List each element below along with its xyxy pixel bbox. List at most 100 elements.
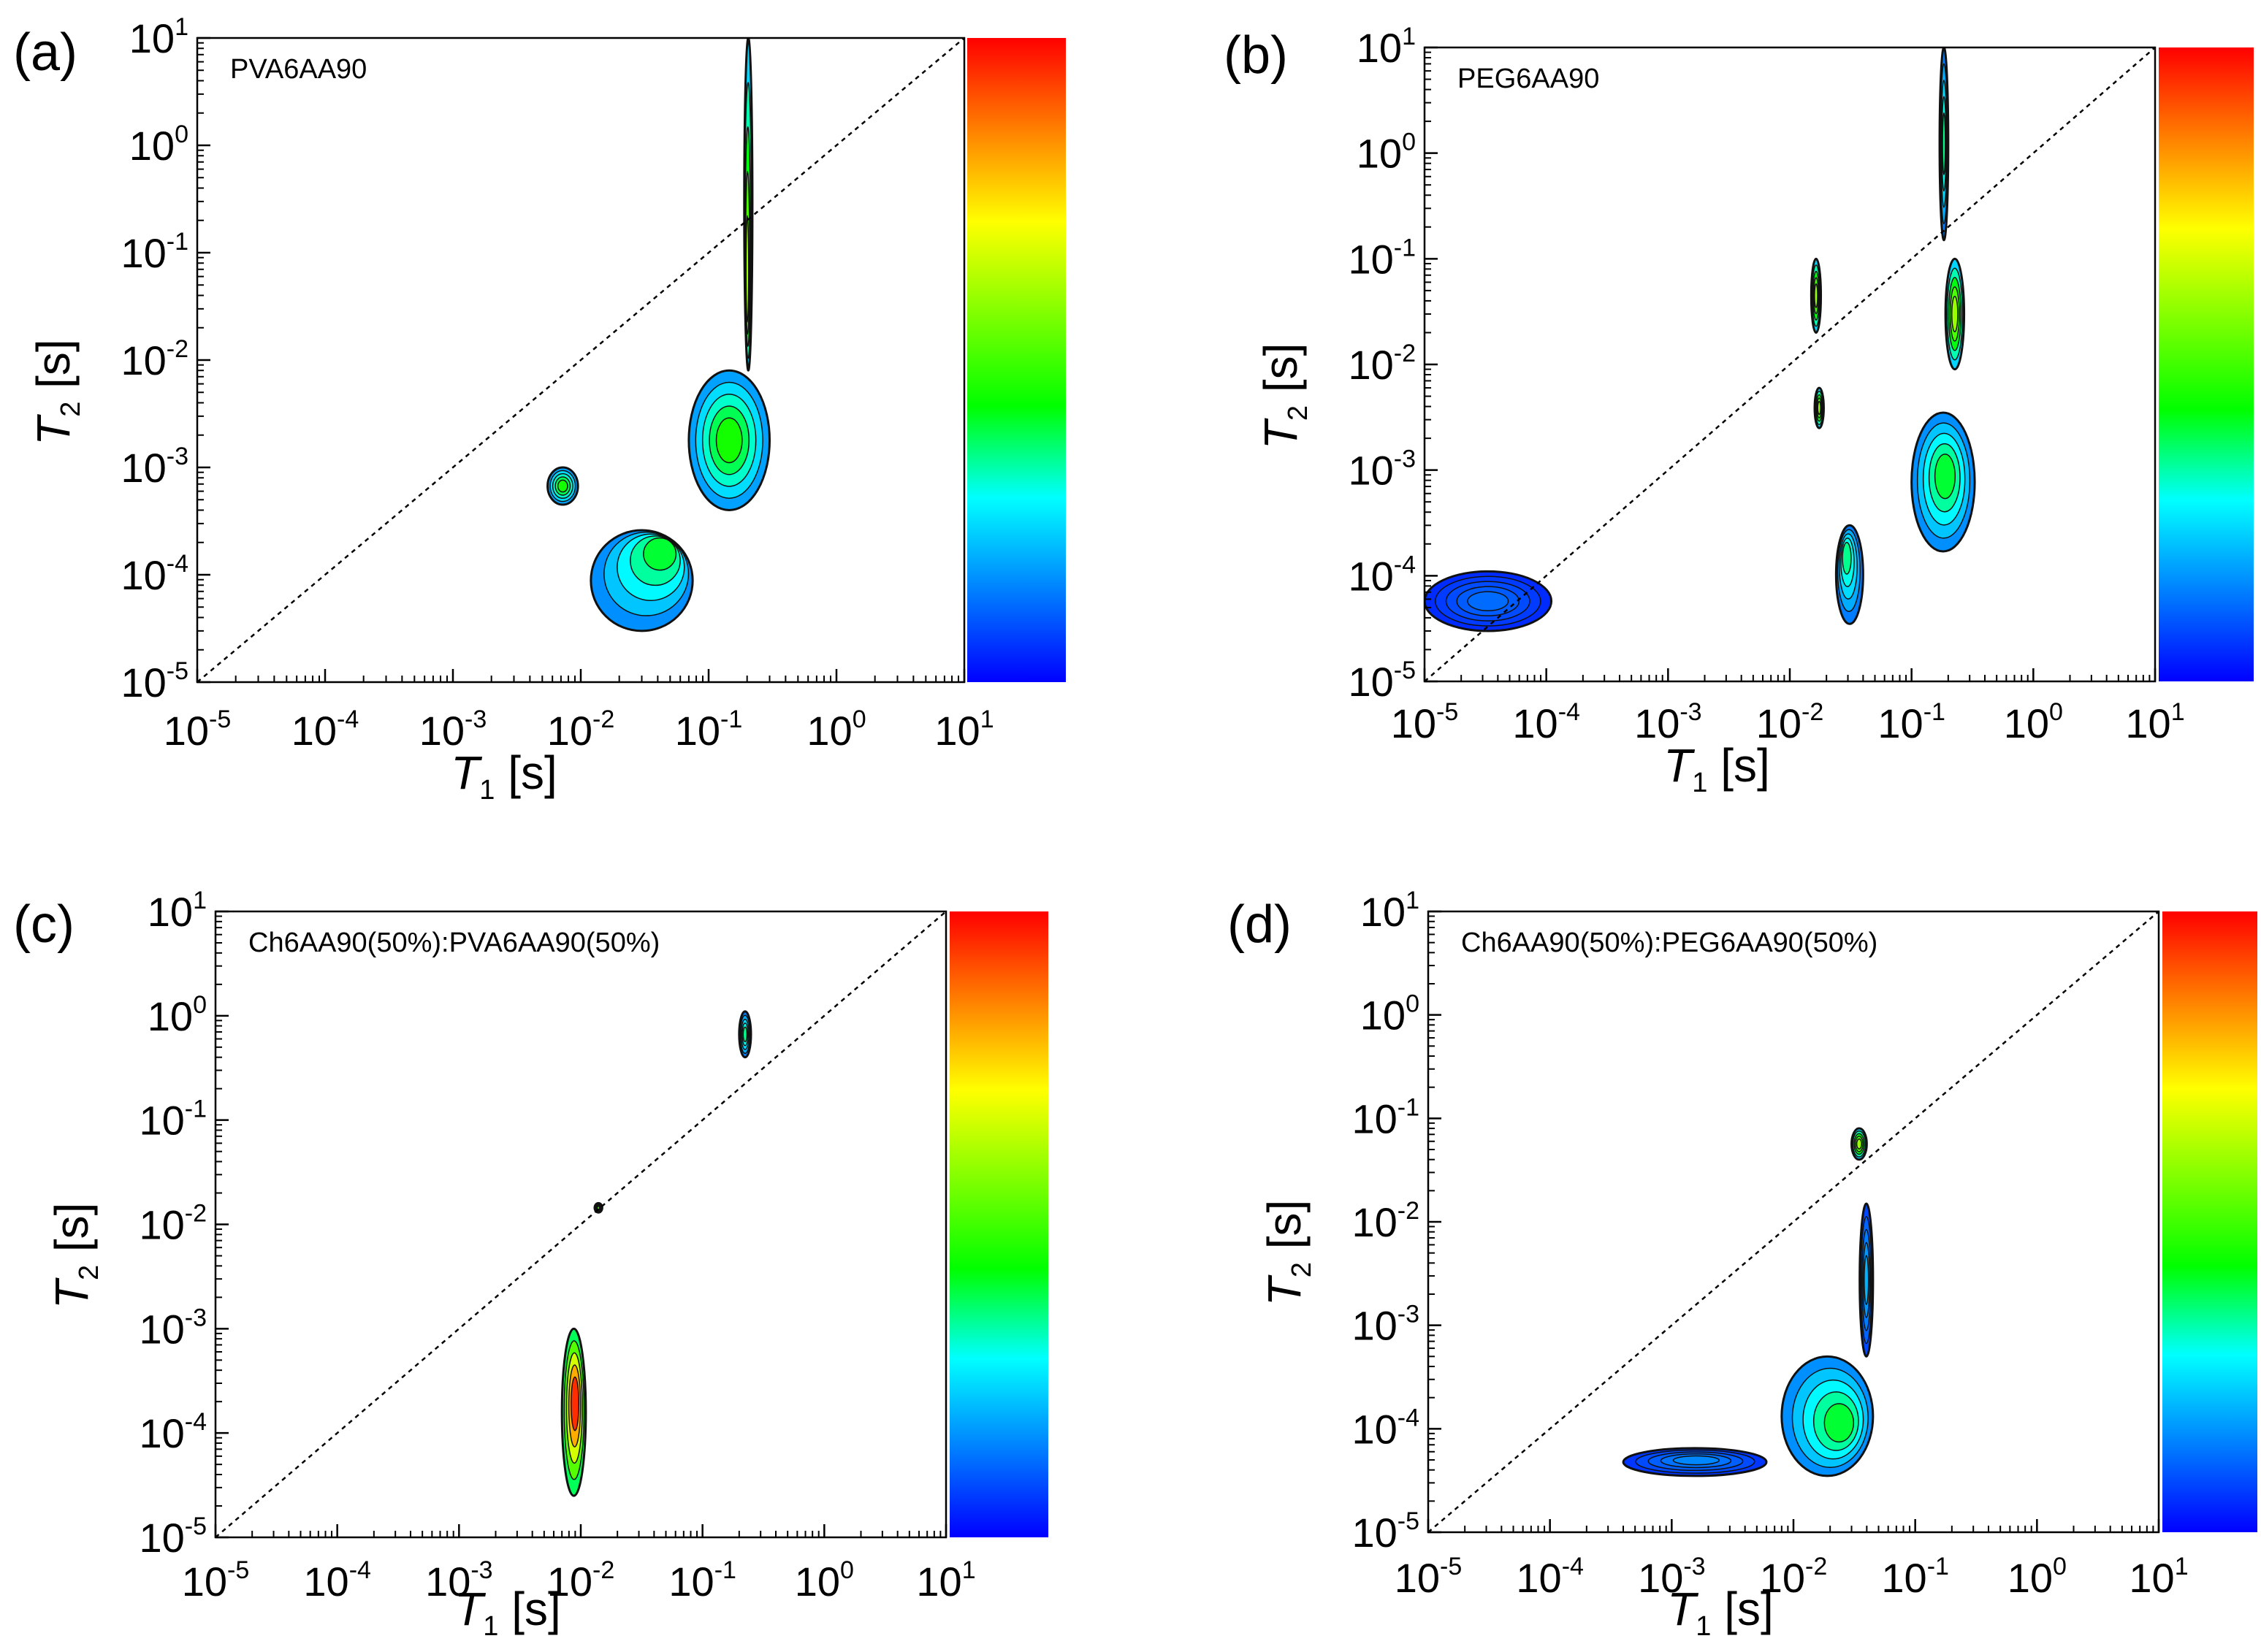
diagonal-line <box>197 38 964 682</box>
y-tick-label: 10-1 <box>121 228 188 276</box>
x-tick-label: 101 <box>2129 1553 2188 1601</box>
contour-level-5 <box>1814 283 1818 308</box>
panel-label: (d) <box>1227 895 1292 954</box>
regions <box>1425 47 1976 632</box>
y-tick-label: 10-1 <box>1351 1093 1419 1142</box>
x-tick-label: 101 <box>2125 698 2184 746</box>
x-tick-label: 10-3 <box>425 1556 493 1605</box>
y-tick-label: 100 <box>148 991 207 1039</box>
contour-level-5 <box>745 215 750 323</box>
region-7 <box>1944 257 1966 371</box>
y-tick-label: 10-5 <box>121 657 188 705</box>
regions <box>1622 1127 1875 1477</box>
colorbar <box>2162 911 2257 1532</box>
x-tick-label: 10-3 <box>419 705 487 754</box>
y-tick-label: 10-4 <box>1351 1404 1419 1452</box>
y-tick-label: 101 <box>148 887 207 935</box>
x-tick-label: 101 <box>916 1556 975 1605</box>
region-1 <box>560 1327 587 1497</box>
region-4 <box>1810 257 1823 334</box>
x-tick-label: 10-2 <box>1760 1553 1828 1601</box>
region-1 <box>590 529 694 632</box>
x-tick-label: 10-1 <box>1881 1553 1949 1601</box>
contour-level-5 <box>1942 112 1946 175</box>
y-axis-title: T2 [s] <box>27 339 86 445</box>
x-tick-label: 10-1 <box>1877 698 1945 746</box>
x-axis-title: T1 [s] <box>1663 739 1770 798</box>
region-1 <box>1622 1447 1768 1477</box>
contour-level-5 <box>557 479 568 493</box>
x-tick-label: 10-5 <box>1391 698 1459 746</box>
contour-level-5 <box>1934 454 1956 500</box>
y-tick-label: 10-3 <box>139 1304 207 1352</box>
y-tick-label: 10-2 <box>1348 340 1416 388</box>
ticks: 10-510-5 10-4 10-4 10-3 10-3 10-2 10-2 10-1 10-1… <box>1348 23 2184 746</box>
colorbar <box>967 38 1066 682</box>
sample-label: PVA6AA90 <box>230 54 367 85</box>
x-tick-label: 100 <box>2004 698 2063 746</box>
y-axis-title: T2 [s] <box>45 1203 104 1309</box>
region-1 <box>1425 570 1553 632</box>
y-tick-label: 10-4 <box>1348 551 1416 599</box>
contour-level-5 <box>1823 1403 1855 1443</box>
region-5 <box>1813 386 1825 429</box>
regions <box>546 38 771 632</box>
y-tick-label: 10-2 <box>1351 1197 1419 1245</box>
contour-level-5 <box>1467 591 1509 611</box>
region-2 <box>738 1010 752 1059</box>
sample-label: PEG6AA90 <box>1457 64 1599 94</box>
sample-label: Ch6AA90(50%):PVA6AA90(50%) <box>248 928 660 958</box>
contour-level-5 <box>1842 542 1852 575</box>
x-tick-label: 10-1 <box>668 1556 736 1605</box>
contour-level-5 <box>1672 1455 1720 1466</box>
x-tick-label: 10-4 <box>303 1556 371 1605</box>
x-tick-label: 10-4 <box>1516 1553 1584 1601</box>
panel-label: (a) <box>13 23 77 82</box>
colorbar <box>2159 47 2254 681</box>
panel-d: 10-510-5 10-4 10-4 10-3 10-3 10-2 10-2 10-1 10-1… <box>1227 887 2257 1642</box>
x-tick-label: 10-5 <box>182 1556 250 1605</box>
x-tick-label: 100 <box>2008 1553 2067 1601</box>
contour-level-5 <box>643 537 677 571</box>
x-tick-label: 10-2 <box>547 705 615 754</box>
region-3 <box>1850 1127 1868 1161</box>
regions <box>560 1010 752 1497</box>
y-axis-title: T2 [s] <box>1254 343 1313 450</box>
contour-level-5 <box>1856 1138 1863 1150</box>
diagonal-line <box>1425 47 2155 681</box>
contour-level-5 <box>715 417 743 464</box>
y-tick-label: 10-3 <box>121 443 188 491</box>
x-axis-title: T1 [s] <box>451 746 557 806</box>
y-tick-label: 10-4 <box>121 550 188 598</box>
region-2 <box>546 466 579 506</box>
region-6 <box>1938 47 1950 242</box>
y-tick-label: 100 <box>129 121 188 169</box>
x-tick-label: 100 <box>807 705 866 754</box>
y-tick-label: 10-1 <box>1348 234 1416 282</box>
contour-level-5 <box>1951 296 1959 332</box>
panel-c: 10-510-5 10-4 10-4 10-3 10-3 10-2 10-2 10-1 10-1… <box>13 887 1048 1642</box>
contour-level-5 <box>1864 1255 1869 1305</box>
x-tick-label: 10-2 <box>1756 698 1824 746</box>
x-axis-title: T1 [s] <box>454 1583 561 1642</box>
x-tick-label: 10-1 <box>675 705 743 754</box>
x-tick-label: 100 <box>795 1556 854 1605</box>
region-2 <box>1834 524 1864 625</box>
y-axis-title: T2 [s] <box>1258 1200 1317 1307</box>
y-tick-label: 10-1 <box>139 1095 207 1144</box>
x-tick-label: 10-3 <box>1638 1553 1706 1601</box>
x-tick-label: 10-5 <box>1395 1553 1463 1601</box>
contour-level-5 <box>596 1205 600 1210</box>
y-tick-label: 100 <box>1357 129 1416 177</box>
panel-b: 10-510-5 10-4 10-4 10-3 10-3 10-2 10-2 10-1 10-1… <box>1224 23 2254 798</box>
y-tick-label: 10-5 <box>1351 1507 1419 1556</box>
region-2 <box>1780 1355 1875 1477</box>
sample-label: Ch6AA90(50%):PEG6AA90(50%) <box>1461 928 1877 958</box>
y-tick-label: 101 <box>129 13 188 61</box>
panel-label: (c) <box>13 895 75 954</box>
y-tick-label: 10-2 <box>139 1200 207 1248</box>
x-tick-label: 10-5 <box>164 705 232 754</box>
y-tick-label: 101 <box>1357 23 1416 71</box>
ticks: 10-510-5 10-4 10-4 10-3 10-3 10-2 10-2 10-1 10-1… <box>1351 887 2188 1601</box>
